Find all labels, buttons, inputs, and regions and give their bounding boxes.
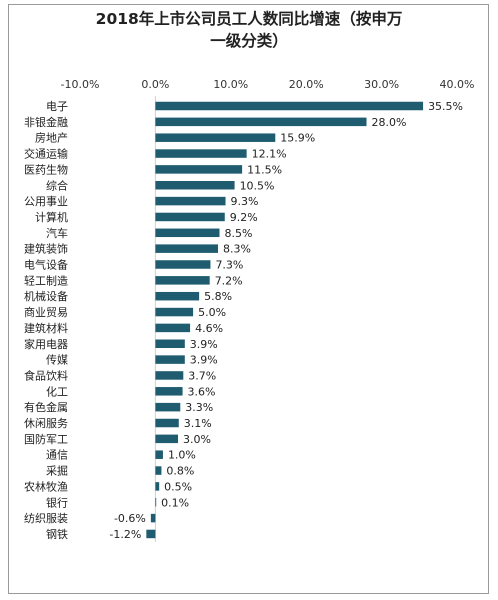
bar [155, 418, 179, 428]
category-label: 建筑装饰 [24, 242, 68, 256]
category-label: 休闲服务 [24, 416, 68, 430]
data-label: 3.3% [185, 401, 213, 414]
category-label: 钢铁 [46, 528, 68, 541]
category-label: 电子 [46, 100, 68, 113]
data-label: 3.9% [190, 338, 218, 351]
data-label: 12.1% [252, 148, 287, 161]
x-tick-label: 10.0% [213, 78, 248, 91]
bar [155, 133, 276, 142]
data-label: 7.2% [215, 274, 243, 287]
data-label: 0.5% [164, 480, 192, 493]
data-label: 35.5% [428, 100, 463, 113]
category-label: 纺织服装 [24, 511, 68, 525]
bar [155, 434, 179, 444]
bar [155, 101, 424, 111]
bar [155, 466, 162, 475]
data-label: 28.0% [372, 116, 407, 129]
bar [155, 117, 367, 127]
bar [155, 260, 211, 269]
chart-title-line-2: 一级分类） [210, 32, 288, 50]
data-label: 11.5% [247, 163, 282, 176]
data-label: 15.9% [280, 132, 315, 145]
data-label: 4.6% [195, 322, 223, 335]
category-label: 食品饮料 [24, 368, 68, 382]
bar [155, 291, 200, 301]
category-label: 建筑材料 [24, 321, 68, 335]
chart-title-line-1: 2018年上市公司员工人数同比增速（按申万 [95, 10, 403, 28]
data-label: 0.8% [166, 465, 194, 478]
data-label: 3.6% [188, 385, 216, 398]
bar [155, 212, 225, 222]
category-label: 商业贸易 [24, 305, 68, 319]
data-label: 8.3% [223, 243, 251, 256]
bar [155, 402, 181, 412]
data-label: 5.0% [198, 306, 226, 319]
x-tick-label: 40.0% [440, 78, 475, 91]
bar [150, 513, 156, 523]
category-label: 国防军工 [24, 432, 68, 446]
bar [155, 307, 194, 317]
data-label: -1.2% [109, 528, 141, 541]
category-label: 汽车 [46, 226, 68, 240]
data-label: 9.3% [231, 195, 259, 208]
bar [155, 149, 247, 158]
bar [155, 355, 185, 364]
category-label: 电气设备 [24, 258, 68, 272]
category-label: 医药生物 [24, 162, 68, 176]
category-label: 交通运输 [24, 147, 68, 161]
category-label: 公用事业 [24, 195, 68, 208]
category-label: 银行 [46, 495, 68, 509]
bar [155, 181, 235, 190]
category-label: 有色金属 [24, 400, 68, 414]
bar [155, 339, 185, 348]
bar [155, 276, 210, 285]
x-tick-label: 0.0% [141, 78, 169, 91]
bar [155, 498, 157, 507]
category-label: 通信 [46, 449, 68, 462]
category-label: 家用电器 [24, 337, 68, 351]
data-label: 10.5% [240, 179, 275, 192]
category-label: 化工 [46, 384, 68, 398]
category-label: 机械设备 [24, 289, 68, 303]
data-label: 9.2% [230, 211, 258, 224]
data-label: 3.9% [190, 354, 218, 367]
category-label: 综合 [46, 178, 68, 192]
data-label: 5.8% [204, 290, 232, 303]
category-label: 非银金融 [24, 115, 68, 129]
data-label: 8.5% [224, 227, 252, 240]
chart-title: 2018年上市公司员工人数同比增速（按申万 一级分类） [0, 8, 498, 52]
x-tick-label: -10.0% [61, 78, 100, 91]
bar [155, 387, 183, 396]
x-tick-label: 30.0% [364, 78, 399, 91]
data-label: 3.1% [184, 417, 212, 430]
bar [155, 228, 220, 238]
data-label: 1.0% [168, 449, 196, 462]
bar [155, 323, 191, 333]
bar [155, 165, 243, 174]
bar [155, 196, 226, 206]
bar [155, 371, 184, 380]
category-label: 采掘 [46, 464, 68, 478]
data-label: 0.1% [161, 496, 189, 509]
category-label: 房地产 [35, 131, 68, 145]
x-tick-label: 20.0% [289, 78, 324, 91]
bar [155, 450, 163, 459]
data-label: 3.0% [183, 433, 211, 446]
bar [146, 529, 156, 539]
category-label: 传媒 [46, 354, 68, 367]
data-label: 7.3% [215, 259, 243, 272]
category-label: 农林牧渔 [24, 479, 68, 493]
bar [155, 244, 218, 253]
data-label: -0.6% [114, 512, 146, 525]
category-label: 轻工制造 [24, 273, 68, 287]
data-label: 3.7% [188, 369, 216, 382]
category-label: 计算机 [35, 210, 68, 224]
bar [155, 482, 160, 491]
